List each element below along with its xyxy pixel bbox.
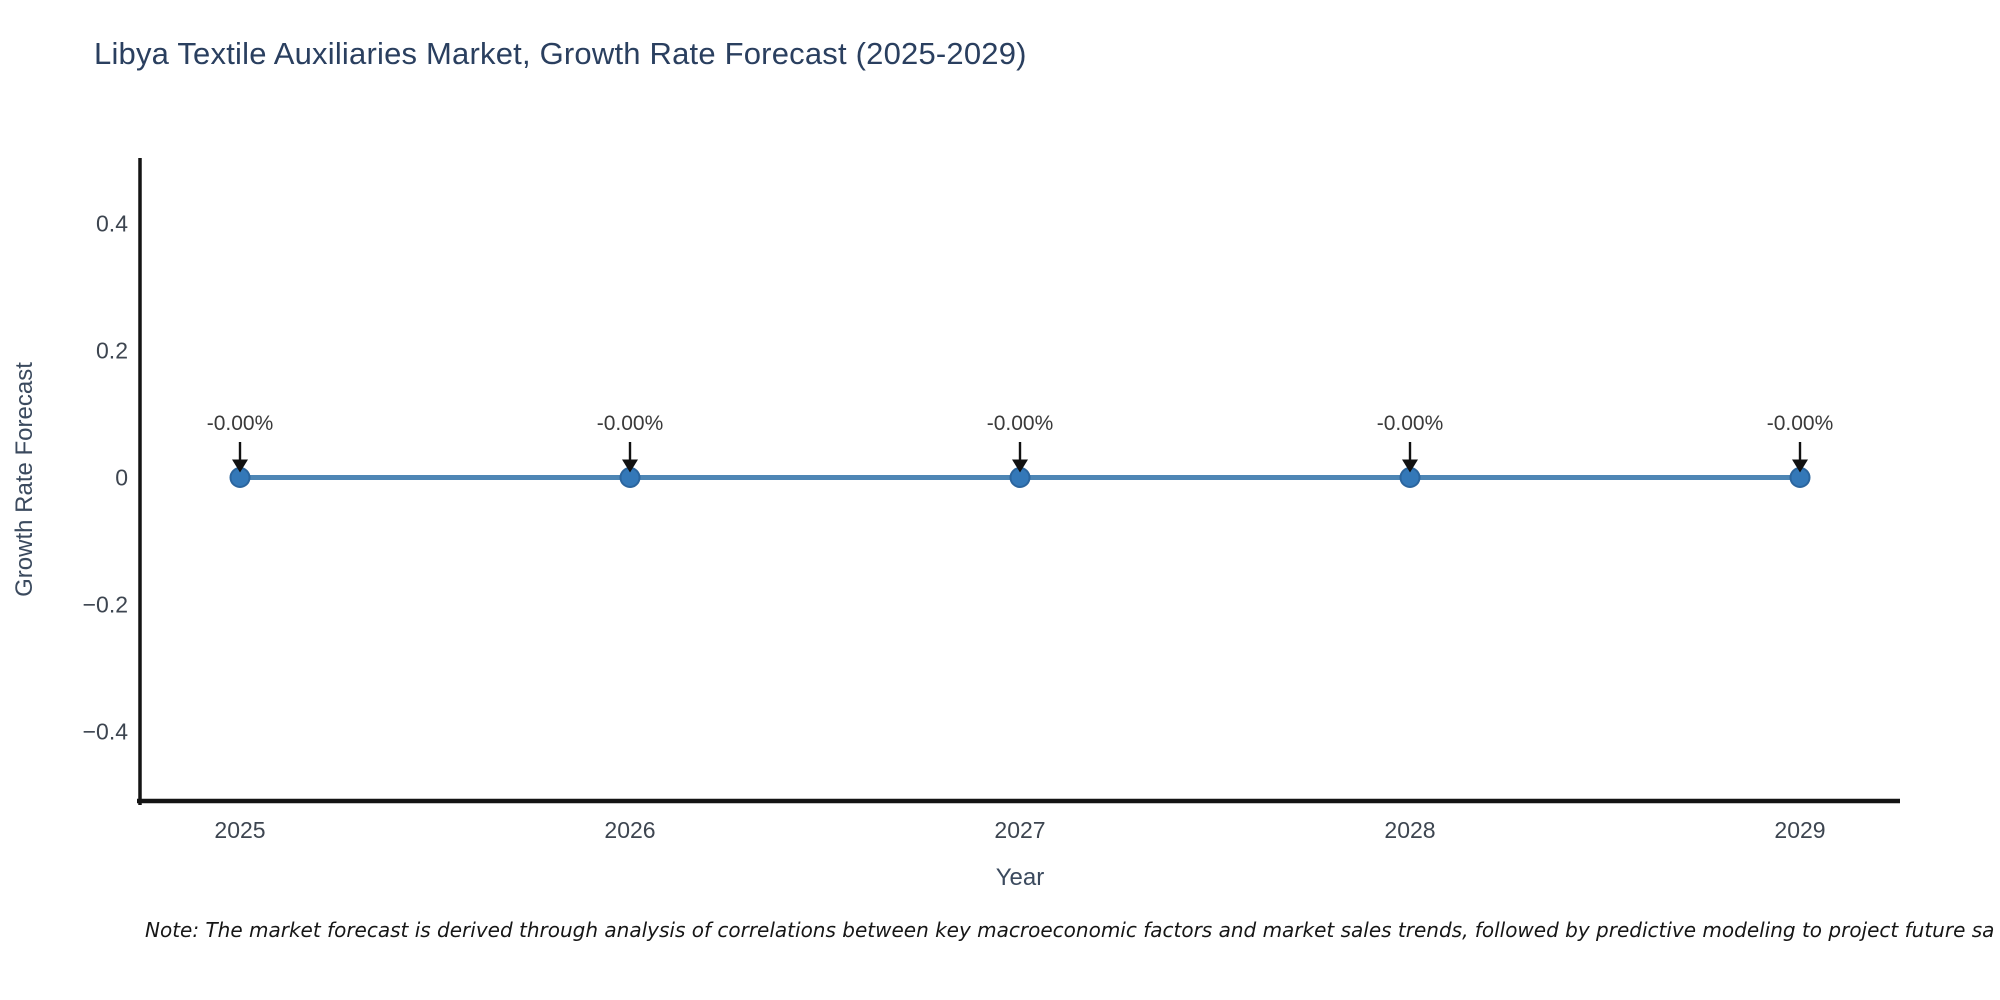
x-tick-label: 2025 xyxy=(214,817,265,843)
point-annotation-label: -0.00% xyxy=(1767,412,1834,435)
point-annotation-label: -0.00% xyxy=(987,412,1054,435)
x-tick-label: 2028 xyxy=(1384,817,1435,843)
annotation-arrow-head xyxy=(1012,459,1028,473)
x-axis-title: Year xyxy=(996,864,1045,891)
chart-title: Libya Textile Auxiliaries Market, Growth… xyxy=(94,36,1027,71)
y-tick-label: 0 xyxy=(115,465,128,491)
y-axis-title: Growth Rate Forecast xyxy=(11,362,38,597)
x-tick-label: 2027 xyxy=(994,817,1045,843)
x-tick-label: 2026 xyxy=(604,817,655,843)
annotation-arrow-head xyxy=(1792,459,1808,473)
point-annotation-label: -0.00% xyxy=(1377,412,1444,435)
plot-area: -0.00% -0.00% -0.00% -0.00% -0.00% 0.4 0.2 0 −0.… xyxy=(11,158,1900,891)
point-annotation-label: -0.00% xyxy=(207,412,274,435)
y-tick-label: −0.2 xyxy=(83,592,128,618)
y-tick-label: 0.4 xyxy=(96,211,128,237)
annotation-arrow-head xyxy=(1402,459,1418,473)
annotation-arrow-head xyxy=(232,459,248,473)
footnote: Note: The market forecast is derived thr… xyxy=(145,918,1995,942)
annotation-arrow-head xyxy=(622,459,638,473)
x-tick-label: 2029 xyxy=(1774,817,1825,843)
point-annotation-label: -0.00% xyxy=(597,412,664,435)
y-tick-label: 0.2 xyxy=(96,338,128,364)
y-tick-label: −0.4 xyxy=(83,719,129,745)
